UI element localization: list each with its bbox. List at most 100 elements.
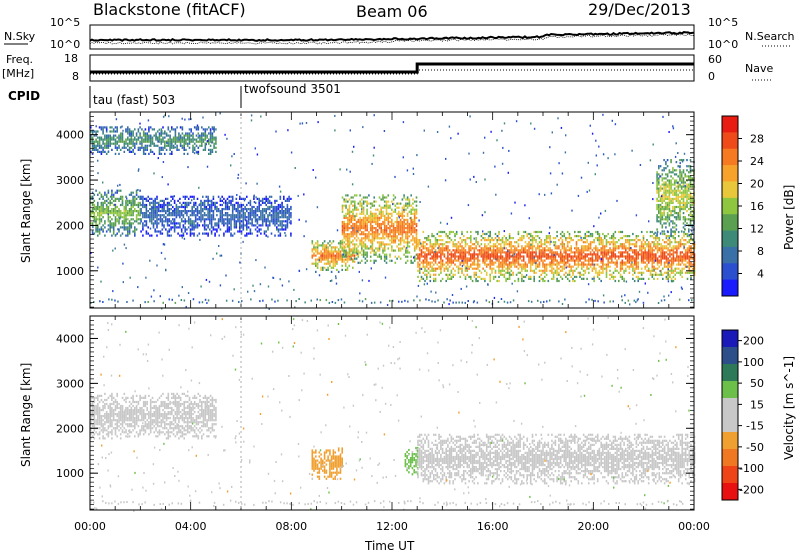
- range-time-cell: [431, 243, 433, 246]
- range-time-cell: [135, 140, 138, 143]
- range-time-cell: [352, 231, 354, 234]
- range-time-cell: [111, 218, 113, 221]
- range-time-cell: [391, 214, 393, 217]
- range-time-cell: [403, 210, 405, 213]
- range-time-cell: [260, 232, 262, 235]
- range-time-cell: [611, 261, 613, 264]
- range-time-cell: [290, 197, 292, 200]
- range-time-cell: [226, 230, 229, 233]
- range-time-cell: [558, 273, 560, 276]
- range-time-cell: [226, 197, 229, 200]
- range-time-cell: [635, 257, 638, 260]
- range-time-cell: [286, 208, 289, 211]
- range-time-cell: [355, 247, 358, 250]
- range-time-cell: [537, 230, 539, 234]
- range-time-cell: [249, 203, 252, 207]
- range-time-cell: [251, 220, 253, 223]
- range-time-cell: [621, 265, 624, 268]
- range-time-cell: [559, 275, 562, 278]
- range-time-cell: [505, 253, 507, 256]
- range-time-cell: [362, 255, 365, 258]
- range-time-cell: [135, 132, 138, 135]
- range-time-cell: [492, 253, 495, 256]
- range-time-cell: [514, 251, 516, 254]
- range-time-cell: [618, 251, 620, 254]
- range-time-cell: [286, 197, 289, 200]
- range-time-cell: [168, 210, 171, 213]
- range-time-cell: [684, 232, 687, 236]
- range-time-cell: [628, 235, 631, 238]
- range-time-cell: [132, 205, 134, 209]
- range-time-cell: [683, 230, 685, 234]
- range-time-cell: [373, 253, 375, 256]
- range-time-cell: [188, 134, 191, 137]
- range-time-cell: [254, 228, 257, 231]
- range-time-cell: [667, 275, 669, 278]
- range-time-cell: [542, 243, 544, 246]
- range-time-cell: [128, 222, 131, 225]
- range-time-cell: [204, 144, 207, 147]
- range-time-cell: [531, 241, 534, 244]
- range-time-cell: [619, 273, 622, 276]
- range-time-cell: [500, 249, 502, 252]
- range-time-cell: [355, 225, 358, 228]
- range-time-cell: [97, 226, 99, 229]
- range-time-cell: [107, 210, 110, 213]
- range-time-cell: [145, 210, 148, 213]
- range-time-cell: [394, 249, 397, 252]
- range-time-cell: [268, 199, 271, 202]
- range-time-cell: [212, 216, 215, 219]
- range-time-cell: [235, 201, 238, 204]
- range-time-cell: [348, 251, 351, 254]
- range-time-cell: [663, 247, 666, 250]
- range-time-cell: [480, 277, 483, 280]
- range-time-cell: [210, 214, 213, 217]
- range-time-cell: [261, 218, 264, 221]
- range-time-cell: [215, 138, 217, 141]
- range-time-cell: [323, 246, 326, 249]
- range-time-cell: [213, 130, 215, 133]
- range-time-cell: [579, 259, 581, 262]
- range-time-cell: [215, 136, 217, 139]
- range-time-cell: [529, 239, 532, 242]
- range-time-cell: [401, 237, 404, 240]
- range-time-cell: [522, 257, 525, 260]
- range-time-cell: [405, 198, 407, 201]
- range-time-cell: [574, 259, 576, 262]
- range-time-cell: [313, 246, 315, 249]
- range-time-cell: [128, 228, 131, 231]
- range-time-cell: [688, 247, 691, 250]
- range-time-cell: [515, 247, 518, 250]
- range-time-cell: [589, 251, 592, 254]
- range-time-cell: [621, 263, 624, 266]
- range-time-cell: [162, 132, 164, 135]
- range-time-cell: [355, 235, 358, 238]
- range-time-cell: [237, 230, 239, 233]
- range-time-cell: [162, 126, 164, 129]
- range-time-cell: [492, 249, 495, 252]
- range-time-cell: [424, 267, 426, 270]
- range-time-cell: [403, 194, 405, 197]
- range-time-cell: [405, 222, 407, 226]
- range-time-cell: [596, 259, 599, 262]
- range-time-cell: [114, 146, 117, 149]
- freq-panel-traces: [90, 62, 694, 75]
- range-time-cell: [538, 247, 541, 250]
- range-time-cell: [189, 220, 192, 223]
- range-time-cell: [254, 212, 257, 215]
- range-time-cell: [436, 232, 439, 236]
- range-time-cell: [230, 228, 232, 231]
- range-time-cell: [192, 148, 194, 151]
- range-time-cell: [396, 229, 398, 232]
- range-time-cell: [366, 251, 368, 254]
- range-time-cell: [663, 263, 666, 266]
- range-time-cell: [332, 240, 335, 243]
- range-time-cell: [263, 201, 266, 204]
- range-time-cell: [123, 142, 126, 145]
- range-time-cell: [375, 218, 377, 221]
- range-time-cell: [519, 263, 521, 266]
- range-time-cell: [228, 195, 230, 198]
- range-time-cell: [570, 255, 572, 258]
- range-time-cell: [249, 208, 252, 211]
- range-time-cell: [112, 210, 115, 213]
